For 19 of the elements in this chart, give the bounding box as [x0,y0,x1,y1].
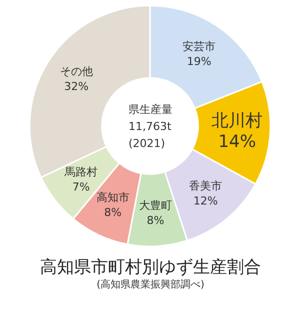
slice-label: 安芸市 [182,40,216,53]
data-label: 8% [146,214,164,228]
text: 11,763t [128,120,172,133]
slice-label: 大豊町 [138,199,172,212]
slice-label: 北川村 [212,110,263,131]
text: 高知県市町村別ゆず生産割合 [40,258,261,278]
slice-label: 馬路村 [64,165,98,178]
data-label: 8% [104,206,122,219]
slice-label: 高知市 [96,190,130,204]
data-label: 14% [218,132,256,152]
slice-label: 香美市 [189,179,222,192]
text: 県生産量 [128,103,172,116]
text: (2021) [128,137,166,150]
data-label: 7% [72,180,90,194]
data-label: 19% [186,54,212,68]
slice-label: その他 [60,65,93,78]
data-label: 12% [193,194,218,208]
data-label: 32% [64,80,89,94]
text: (高知県農業振興部調べ) [96,278,204,290]
